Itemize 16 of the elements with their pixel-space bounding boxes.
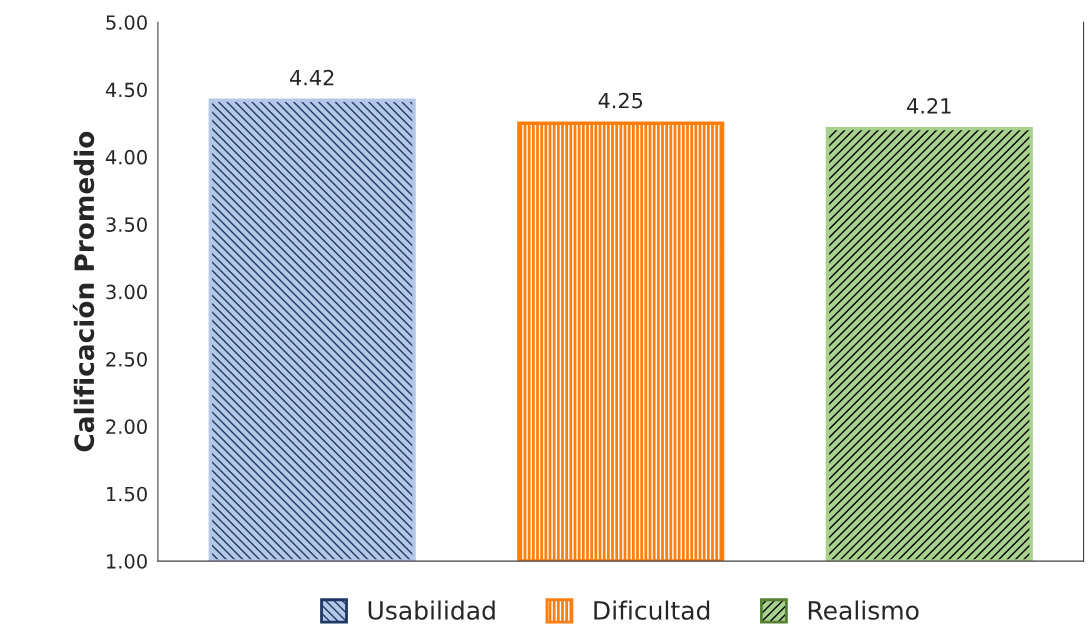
y-axis-title: Calificación Promedio [72,131,95,452]
legend-label: Usabilidad [368,600,495,620]
data-label: 4.42 [290,69,334,86]
y-tick-label: 1.00 [107,554,147,569]
y-tick-label: 3.00 [106,284,147,300]
y-tick-label: 4.00 [105,149,147,165]
y-tick-label: 2.50 [106,351,147,367]
legend-label: Realismo [808,600,919,620]
data-label: 4.21 [907,98,951,114]
data-label: 4.25 [598,92,643,109]
y-tick-label: 4.50 [105,82,147,98]
y-tick-label: 1.50 [107,486,147,502]
legend-label: Dificultad [594,600,710,620]
y-tick-label: 5.00 [106,15,147,30]
y-tick-label: 3.50 [106,217,147,232]
y-tick-label: 2.00 [106,419,147,435]
